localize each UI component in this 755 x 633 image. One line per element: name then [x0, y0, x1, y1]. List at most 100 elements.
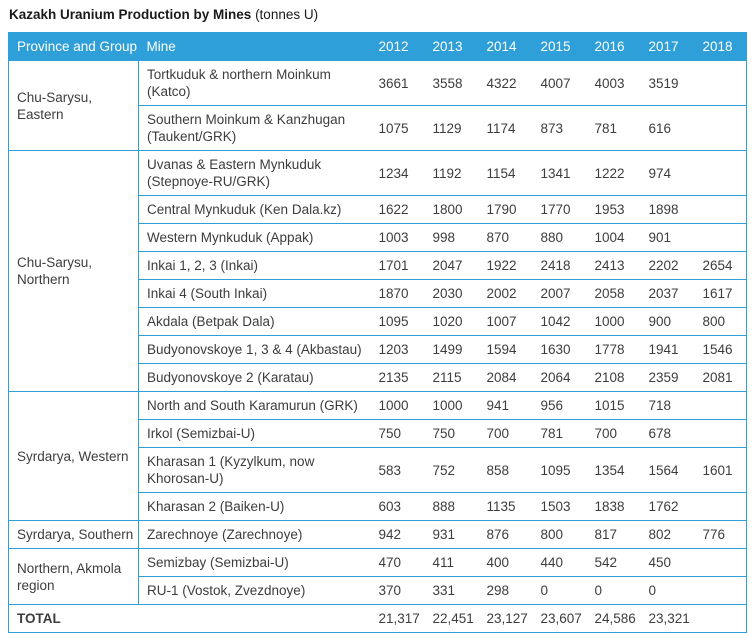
value-cell: 1601 [694, 447, 747, 493]
total-row: TOTAL 21,317 22,451 23,127 23,607 24,586 23,32… [8, 604, 747, 633]
value-cell: 1870 [370, 279, 425, 308]
value-cell: 1617 [694, 279, 747, 308]
mine-cell: Zarechnoye (Zarechnoye) [138, 520, 371, 549]
value-cell: 2002 [478, 279, 533, 308]
table-row: Budyonovskoye 2 (Karatau) 2135 2115 2084 206… [9, 363, 747, 392]
value-cell: 4003 [586, 60, 641, 106]
value-cell: 750 [370, 419, 425, 448]
value-cell: 1234 [370, 150, 425, 196]
title-main: Kazakh Uranium Production by Mines [9, 7, 252, 22]
value-cell: 1000 [586, 307, 641, 336]
value-cell: 1503 [532, 492, 587, 521]
mine-cell: Tortkuduk & northern Moinkum (Katco) [138, 60, 371, 106]
value-cell: 817 [586, 520, 641, 549]
total-label: TOTAL [8, 604, 371, 633]
value-cell: 931 [424, 520, 479, 549]
table-row: Central Mynkuduk (Ken Dala.kz) 1622 1800 17… [9, 195, 747, 224]
value-cell: 2108 [586, 363, 641, 392]
mine-cell: Budyonovskoye 2 (Karatau) [138, 363, 371, 392]
value-cell: 1922 [478, 251, 533, 280]
value-cell: 750 [424, 419, 479, 448]
value-cell: 2084 [478, 363, 533, 392]
value-cell: 802 [640, 520, 695, 549]
header-mine: Mine [138, 32, 371, 61]
page-title: Kazakh Uranium Production by Mines (tonn… [9, 7, 747, 22]
header-2015: 2015 [532, 32, 587, 61]
value-cell: 2115 [424, 363, 479, 392]
header-2013: 2013 [424, 32, 479, 61]
value-cell: 2413 [586, 251, 641, 280]
mine-cell: Inkai 1, 2, 3 (Inkai) [138, 251, 371, 280]
value-cell: 1042 [532, 307, 587, 336]
production-table: Province and Group Mine 2012 2013 2014 2… [8, 32, 747, 633]
mine-cell: Southern Moinkum & Kanzhugan (Taukent/GR… [138, 105, 371, 151]
mine-cell: Kharasan 2 (Baiken-U) [138, 492, 371, 521]
value-cell [694, 195, 747, 224]
value-cell: 942 [370, 520, 425, 549]
value-cell: 450 [640, 548, 695, 577]
table-row: Southern Moinkum & Kanzhugan (Taukent/GR… [9, 105, 747, 151]
value-cell: 1003 [370, 223, 425, 252]
header-2014: 2014 [478, 32, 533, 61]
value-cell: 603 [370, 492, 425, 521]
value-cell: 1000 [424, 391, 479, 420]
value-cell: 1898 [640, 195, 695, 224]
value-cell: 1354 [586, 447, 641, 493]
total-value-cell: 23,321 [640, 604, 695, 633]
value-cell: 781 [586, 105, 641, 151]
value-cell: 1941 [640, 335, 695, 364]
value-cell: 901 [640, 223, 695, 252]
table-row: Chu-Sarysu, Eastern Tortkuduk & northern … [8, 60, 747, 151]
value-cell: 1622 [370, 195, 425, 224]
value-cell: 900 [640, 307, 695, 336]
table-row: Kharasan 1 (Kyzylkum, now Khorosan-U) 583… [9, 447, 747, 493]
header-2016: 2016 [586, 32, 641, 61]
value-cell: 583 [370, 447, 425, 493]
table-row: Syrdarya, Southern Zarechnoye (Zarechnoye… [8, 520, 747, 549]
value-cell: 2418 [532, 251, 587, 280]
value-cell: 1630 [532, 335, 587, 364]
province-cell: Syrdarya, Western [8, 391, 139, 521]
value-cell: 2654 [694, 251, 747, 280]
table-header: Province and Group Mine 2012 2013 2014 2… [8, 32, 747, 61]
mine-cell: Uvanas & Eastern Mynkuduk (Stepnoye-RU/G… [138, 150, 371, 196]
value-cell: 718 [640, 391, 695, 420]
mine-cell: Western Mynkuduk (Appak) [138, 223, 371, 252]
value-cell: 3519 [640, 60, 695, 106]
value-cell: 974 [640, 150, 695, 196]
value-cell: 411 [424, 548, 479, 577]
value-cell: 956 [532, 391, 587, 420]
value-cell: 1701 [370, 251, 425, 280]
value-cell: 2064 [532, 363, 587, 392]
value-cell: 1095 [370, 307, 425, 336]
value-cell: 880 [532, 223, 587, 252]
value-cell: 440 [532, 548, 587, 577]
table-row: Kharasan 2 (Baiken-U) 603 888 1135 1503 1838 1… [9, 492, 747, 521]
value-cell: 1075 [370, 105, 425, 151]
value-cell: 1203 [370, 335, 425, 364]
value-cell: 298 [478, 576, 533, 605]
value-cell: 1800 [424, 195, 479, 224]
table-row: Northern, Akmola region Semizbay (Semizba… [8, 548, 747, 605]
header-2018: 2018 [694, 32, 747, 61]
value-cell: 1838 [586, 492, 641, 521]
header-2012: 2012 [370, 32, 425, 61]
value-cell: 1174 [478, 105, 533, 151]
value-cell: 1192 [424, 150, 479, 196]
value-cell: 0 [586, 576, 641, 605]
value-cell: 1129 [424, 105, 479, 151]
table-row: Budyonovskoye 1, 3 & 4 (Akbastau) 1203 149… [9, 335, 747, 364]
value-cell: 1499 [424, 335, 479, 364]
total-value-cell: 23,127 [478, 604, 533, 633]
table-row: Chu-Sarysu, Northern Uvanas & Eastern Myn… [8, 150, 747, 392]
value-cell: 1222 [586, 150, 641, 196]
table-row: Inkai 4 (South Inkai) 1870 2030 2002 2007 205… [9, 279, 747, 308]
value-cell: 2007 [532, 279, 587, 308]
value-cell [694, 105, 747, 151]
mine-cell: Irkol (Semizbai-U) [138, 419, 371, 448]
value-cell: 870 [478, 223, 533, 252]
value-cell: 1790 [478, 195, 533, 224]
value-cell: 800 [694, 307, 747, 336]
value-cell [694, 391, 747, 420]
